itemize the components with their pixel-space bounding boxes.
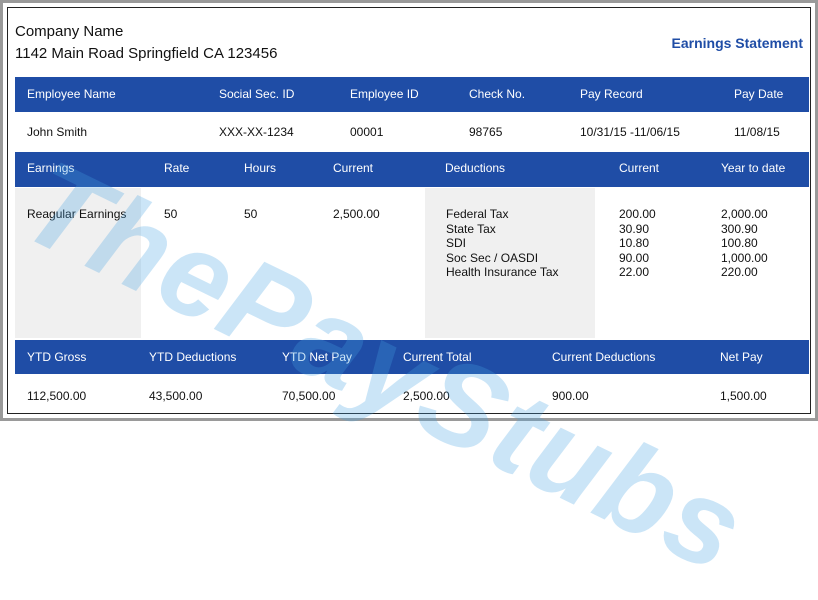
deduction-name: Soc Sec / OASDI <box>446 250 539 265</box>
current-deductions-total: 900.00 <box>552 389 589 403</box>
company-name: Company Name <box>15 23 124 40</box>
ytd-net-pay: 70,500.00 <box>282 389 336 403</box>
header-check-no: Check No. <box>469 87 526 101</box>
deduction-current: 200.00 <box>619 207 656 221</box>
deduction-ytd: 1,000.00 <box>721 250 768 265</box>
social-sec-id: XXX-XX-1234 <box>219 125 294 139</box>
earnings-rate: 50 <box>164 207 178 221</box>
header-social-sec-id: Social Sec. ID <box>219 87 295 101</box>
company-address: 1142 Main Road Springfield CA 123456 <box>15 45 278 62</box>
deductions-shade <box>425 188 595 338</box>
employee-name: John Smith <box>27 125 88 139</box>
header-year-to-date: Year to date <box>721 161 786 175</box>
header-deductions: Deductions <box>445 161 506 175</box>
header-employee-name: Employee Name <box>27 87 116 101</box>
earnings-shade <box>15 188 141 338</box>
deduction-ytd-values: 2,000.00 300.90 100.80 1,000.00 220.00 <box>721 207 768 280</box>
header-employee-id: Employee ID <box>350 87 419 101</box>
pay-record: 10/31/15 -11/06/15 <box>580 125 680 139</box>
employee-id: 00001 <box>350 125 384 139</box>
deduction-current-values: 200.00 30.90 10.80 90.00 22.00 <box>619 207 656 280</box>
header-current-total: Current Total <box>403 350 472 364</box>
pay-date: 11/08/15 <box>734 125 780 139</box>
earnings-detail: Reagular Earnings 50 50 2,500.00 Federal… <box>15 188 809 338</box>
earnings-type: Reagular Earnings <box>27 207 127 221</box>
header-current-earnings: Current <box>333 161 374 175</box>
deduction-ytd: 100.80 <box>721 236 758 251</box>
header-ytd-gross: YTD Gross <box>27 350 87 364</box>
check-no: 98765 <box>469 125 503 139</box>
header-rate: Rate <box>164 161 190 175</box>
ytd-deductions: 43,500.00 <box>149 389 203 403</box>
deduction-name: SDI <box>446 236 467 251</box>
header-ytd-net-pay: YTD Net Pay <box>282 350 353 364</box>
header-pay-record: Pay Record <box>580 87 643 101</box>
header-current-deductions-total: Current Deductions <box>552 350 656 364</box>
employee-row: John Smith XXX-XX-1234 00001 98765 10/31… <box>15 113 809 151</box>
deduction-ytd: 220.00 <box>721 265 758 280</box>
net-pay: 1,500.00 <box>720 389 767 403</box>
header-pay-date: Pay Date <box>734 87 784 101</box>
header-ytd-deductions: YTD Deductions <box>149 350 237 364</box>
ytd-gross: 112,500.00 <box>27 389 87 403</box>
header-hours: Hours <box>244 161 277 175</box>
deduction-name: Health Insurance Tax <box>446 265 559 280</box>
deduction-ytd: 2,000.00 <box>721 207 768 221</box>
pay-stub-border <box>7 7 811 414</box>
earnings-header-bar: Earnings Rate Hours Current Deductions C… <box>15 152 809 187</box>
deduction-name: State Tax <box>446 221 496 236</box>
deduction-current: 30.90 <box>619 221 650 236</box>
summary-header-bar: YTD Gross YTD Deductions YTD Net Pay Cur… <box>15 340 809 374</box>
deduction-current: 90.00 <box>619 250 650 265</box>
deduction-current: 10.80 <box>619 236 650 251</box>
deduction-names: Federal Tax State Tax SDI Soc Sec / OASD… <box>446 207 559 280</box>
deduction-current: 22.00 <box>619 265 650 280</box>
deduction-ytd: 300.90 <box>721 221 758 236</box>
header-earnings: Earnings <box>27 161 75 175</box>
header-net-pay: Net Pay <box>720 350 763 364</box>
employee-header-bar: Employee Name Social Sec. ID Employee ID… <box>15 77 809 112</box>
deduction-name: Federal Tax <box>446 207 509 221</box>
statement-title: Earnings Statement <box>671 35 803 51</box>
header-current-deductions: Current <box>619 161 660 175</box>
current-total: 2,500.00 <box>403 389 450 403</box>
summary-row: 112,500.00 43,500.00 70,500.00 2,500.00 … <box>15 375 809 415</box>
earnings-hours: 50 <box>244 207 258 221</box>
earnings-current: 2,500.00 <box>333 207 380 221</box>
